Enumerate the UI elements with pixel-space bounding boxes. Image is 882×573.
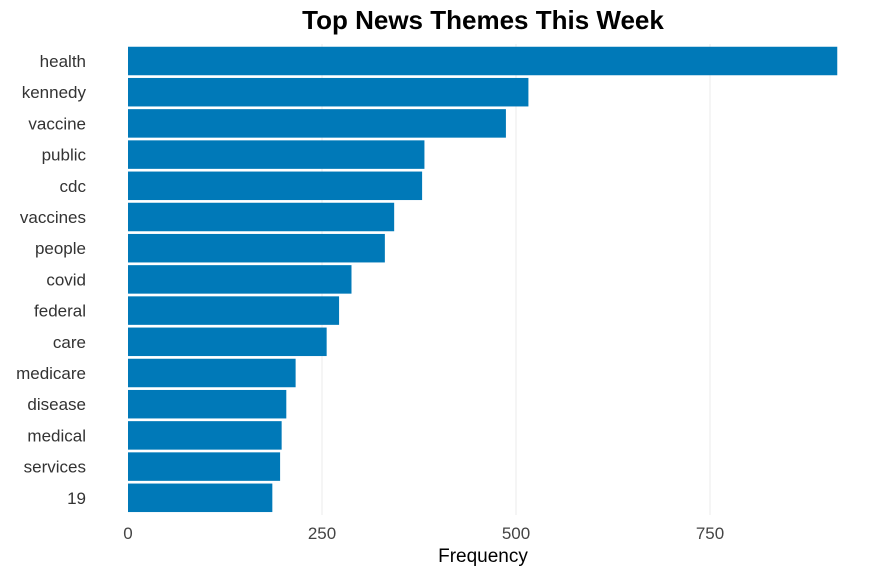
category-label-people: people: [35, 239, 86, 258]
bar-disease: [128, 389, 287, 419]
category-label-19: 19: [67, 489, 86, 508]
category-label-medicare: medicare: [16, 364, 86, 383]
bar-covid: [128, 265, 352, 294]
bar-public: [128, 140, 425, 169]
bar-vaccine: [128, 109, 506, 138]
bar-19: [128, 483, 273, 513]
bars: [128, 46, 838, 513]
category-label-cdc: cdc: [60, 177, 87, 196]
x-tick-label: 500: [502, 524, 530, 543]
x-tick-labels: 0 250 500 750: [123, 524, 724, 543]
category-labels: health kennedy vaccine public cdc vaccines peo…: [16, 52, 86, 508]
category-label-public: public: [42, 146, 87, 165]
x-tick-label: 0: [123, 524, 132, 543]
bar-services: [128, 452, 281, 481]
category-label-health: health: [40, 52, 86, 71]
bar-health: [128, 46, 838, 76]
category-label-vaccine: vaccine: [28, 114, 86, 133]
chart-title: Top News Themes This Week: [302, 5, 664, 35]
bar-kennedy: [128, 77, 529, 107]
category-label-services: services: [24, 458, 86, 477]
x-tick-label: 250: [308, 524, 336, 543]
bar-medicare: [128, 358, 296, 388]
bar-vaccines: [128, 202, 395, 232]
bar-federal: [128, 296, 340, 325]
category-label-medical: medical: [27, 426, 86, 445]
bar-cdc: [128, 171, 423, 201]
category-label-covid: covid: [46, 270, 86, 289]
x-tick-label: 750: [696, 524, 724, 543]
category-label-federal: federal: [34, 302, 86, 321]
category-label-care: care: [53, 333, 86, 352]
category-label-kennedy: kennedy: [22, 83, 87, 102]
bar-people: [128, 233, 385, 263]
category-label-vaccines: vaccines: [20, 208, 86, 227]
bar-medical: [128, 421, 282, 450]
x-axis-title: Frequency: [438, 546, 528, 567]
bar-care: [128, 327, 327, 357]
category-label-disease: disease: [27, 395, 86, 414]
